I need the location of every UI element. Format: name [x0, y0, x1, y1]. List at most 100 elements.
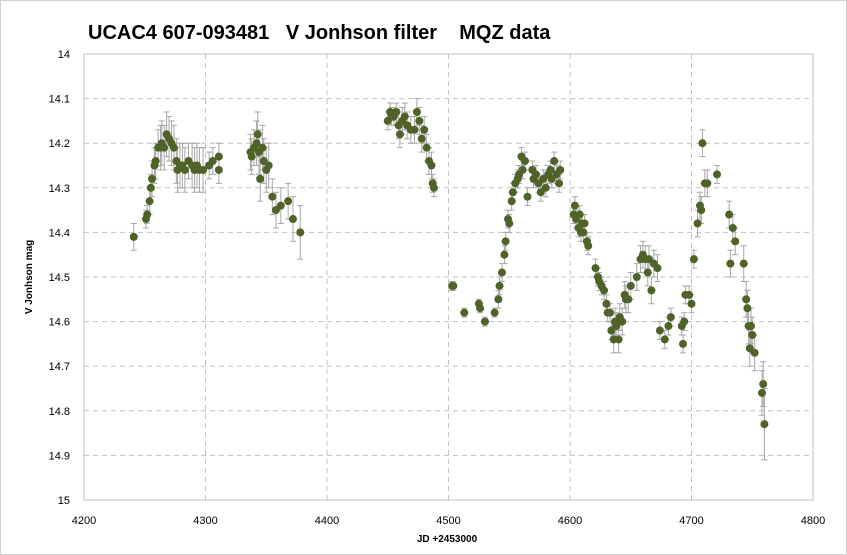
data-point: [584, 241, 593, 250]
data-point: [698, 139, 707, 148]
data-point: [606, 308, 615, 317]
data-point: [556, 165, 565, 174]
data-point: [521, 157, 530, 166]
data-point: [148, 174, 157, 183]
data-point: [449, 281, 458, 290]
data-point: [591, 264, 600, 273]
y-tick-label: 14.3: [49, 183, 70, 195]
x-axis-ticks: 4200 4300 4400 4500 4600 4700 4800: [72, 515, 825, 527]
data-point: [169, 143, 178, 152]
data-point: [653, 264, 662, 273]
data-point: [697, 206, 706, 215]
data-point: [507, 197, 516, 206]
x-tick-label: 4400: [315, 515, 339, 527]
data-point: [687, 299, 696, 308]
x-tick-label: 4700: [679, 515, 703, 527]
data-point: [760, 420, 769, 429]
data-point: [624, 295, 633, 304]
x-tick-label: 4500: [436, 515, 460, 527]
data-point: [256, 174, 265, 183]
data-point: [146, 183, 155, 192]
data-point: [410, 125, 419, 134]
data-point: [296, 228, 305, 237]
data-point: [680, 317, 689, 326]
data-point: [685, 290, 694, 299]
data-point: [392, 107, 401, 116]
data-point: [395, 130, 404, 139]
gridlines: [84, 54, 813, 500]
data-point: [632, 273, 641, 281]
data-point: [208, 157, 217, 166]
data-point: [575, 210, 584, 219]
data-point: [160, 143, 169, 152]
x-tick-label: 4600: [558, 515, 582, 527]
data-point: [666, 313, 675, 322]
data-point: [523, 192, 532, 201]
y-tick-label: 14.5: [49, 272, 70, 284]
data-point: [501, 237, 510, 246]
y-tick-label: 14.6: [49, 317, 70, 329]
data-point: [494, 295, 503, 304]
data-point: [739, 259, 748, 268]
x-tick-label: 4200: [72, 515, 96, 527]
data-point: [664, 322, 673, 331]
data-point: [647, 286, 656, 295]
data-point: [750, 348, 759, 357]
data-point: [214, 152, 223, 161]
data-point: [612, 322, 621, 331]
data-point: [728, 223, 737, 232]
data-point: [742, 295, 751, 304]
data-point: [713, 170, 722, 179]
y-tick-label: 14.8: [49, 406, 70, 418]
data-point: [427, 161, 436, 170]
data-point: [731, 237, 740, 246]
chart-title: UCAC4 607-093481 V Jonhson filter MQZ da…: [88, 22, 551, 44]
data-point: [508, 188, 517, 197]
data-point: [518, 165, 527, 174]
y-tick-label: 14.2: [49, 138, 70, 150]
data-point: [276, 201, 285, 210]
y-tick-label: 14.9: [49, 450, 70, 462]
data-point: [660, 335, 669, 344]
data-point: [579, 228, 588, 237]
data-point: [505, 219, 514, 228]
data-point: [689, 255, 698, 264]
plot-area-frame: [83, 53, 814, 501]
data-point: [412, 107, 421, 116]
data-point: [264, 161, 273, 170]
data-point: [497, 268, 506, 277]
data-point: [476, 304, 485, 313]
data-point: [626, 281, 635, 290]
data-point: [129, 232, 138, 241]
data-point: [480, 317, 489, 326]
data-point: [417, 134, 426, 143]
data-point: [145, 197, 154, 206]
data-point: [618, 317, 627, 326]
y-tick-label: 14.7: [49, 361, 70, 373]
data-point: [725, 210, 734, 219]
data-point: [284, 197, 293, 206]
data-point: [643, 268, 652, 277]
data-point: [253, 130, 262, 139]
data-point: [429, 183, 438, 192]
data-point: [600, 286, 609, 295]
data-point: [151, 157, 160, 166]
y-tick-label: 14.4: [49, 227, 70, 239]
data-point: [500, 250, 509, 259]
data-point: [759, 380, 768, 389]
data-point: [495, 281, 504, 290]
data-point: [252, 139, 261, 148]
data-point: [580, 219, 589, 228]
error-bars: [130, 98, 768, 461]
data-point: [143, 210, 152, 219]
data-point: [288, 215, 297, 224]
data-point: [614, 335, 623, 344]
data-point: [678, 339, 687, 348]
data-point: [415, 116, 424, 125]
data-point: [693, 219, 702, 228]
data-point: [199, 165, 208, 174]
data-point: [422, 143, 431, 152]
data-point: [570, 201, 579, 210]
data-point: [748, 330, 757, 339]
